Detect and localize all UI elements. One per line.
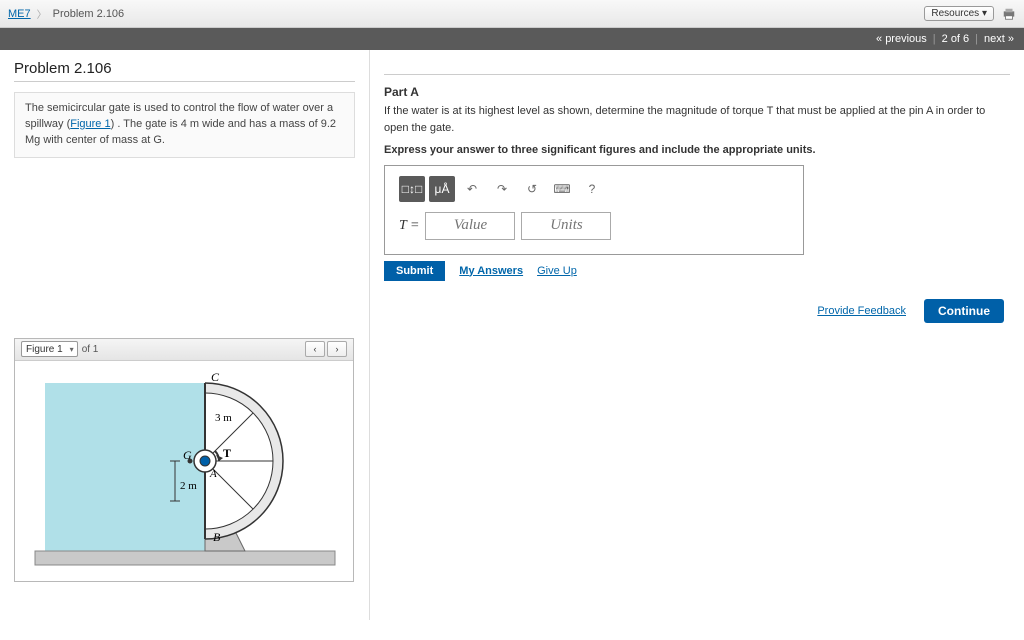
svg-text:G: G [183,448,192,462]
reset-button[interactable]: ↺ [519,176,545,202]
svg-text:B: B [213,530,221,544]
svg-text:T: T [223,446,231,460]
figure-of-label: of 1 [82,344,99,355]
part-instruction: Express your answer to three significant… [384,142,1010,159]
submit-button[interactable]: Submit [384,261,445,281]
figure-link[interactable]: Figure 1 [70,118,110,130]
breadcrumb-course[interactable]: ME7 [8,8,31,20]
nav-previous[interactable]: « previous [876,33,927,45]
continue-button[interactable]: Continue [924,299,1004,323]
keyboard-button[interactable]: ⌨ [549,176,575,202]
figure-next-button[interactable]: › [327,341,347,357]
svg-text:C: C [211,370,220,384]
nav-next[interactable]: next » [984,33,1014,45]
my-answers-link[interactable]: My Answers [459,265,523,277]
nav-position: 2 of 6 [942,33,970,45]
top-bar: ME7 〉 Problem 2.106 Resources ▾ [0,0,1024,28]
units-input[interactable] [521,212,611,240]
figure-panel: Figure 1 of 1 ‹ › [14,338,354,582]
answer-box: □↕□ μÅ ↶ ↷ ↺ ⌨ ? T = [384,165,804,255]
part-title: Part A [384,85,1010,99]
figure-selector[interactable]: Figure 1 [21,341,78,357]
problem-description: The semicircular gate is used to control… [14,92,355,158]
part-question: If the water is at its highest level as … [384,103,1010,136]
svg-text:A: A [209,468,217,480]
redo-button[interactable]: ↷ [489,176,515,202]
nav-bar: « previous | 2 of 6 | next » [0,28,1024,50]
undo-button[interactable]: ↶ [459,176,485,202]
breadcrumb-problem: Problem 2.106 [53,8,125,20]
chevron-icon: 〉 [37,6,47,21]
value-input[interactable] [425,212,515,240]
variable-label: T = [399,218,419,234]
svg-text:2 m: 2 m [180,480,197,492]
units-button[interactable]: μÅ [429,176,455,202]
help-button[interactable]: ? [579,176,605,202]
provide-feedback-link[interactable]: Provide Feedback [817,305,906,317]
templates-button[interactable]: □↕□ [399,176,425,202]
problem-title: Problem 2.106 [14,60,355,77]
figure-canvas: C G A T 3 m 2 m B [15,361,353,581]
figure-prev-button[interactable]: ‹ [305,341,325,357]
resources-button[interactable]: Resources ▾ [924,6,994,21]
print-icon[interactable] [1002,7,1016,21]
give-up-link[interactable]: Give Up [537,265,577,277]
svg-text:3 m: 3 m [215,412,232,424]
